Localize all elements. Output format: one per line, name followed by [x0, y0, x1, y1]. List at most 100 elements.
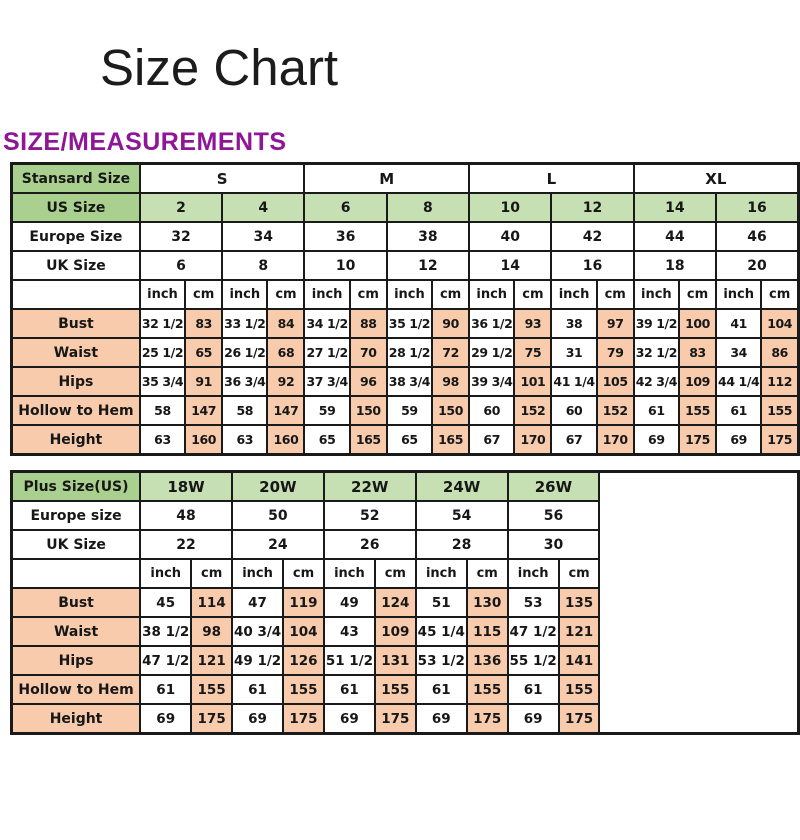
unit-header-cell: inch — [385, 279, 434, 311]
value-cell: 59 — [385, 395, 434, 427]
unit-header-cell: inch — [506, 558, 560, 590]
value-cell: 136 — [465, 645, 509, 677]
row-label-hollow-to-hem: Hollow to Hem — [10, 395, 141, 427]
row-label-stansard-size: Stansard Size — [10, 162, 141, 195]
value-cell: 28 1/2 — [385, 337, 434, 369]
unit-header-cell: inch — [230, 558, 285, 590]
unit-header-cell: inch — [138, 279, 187, 311]
value-cell: 69 — [506, 703, 560, 735]
value-cell: 24 — [230, 529, 325, 561]
value-cell: 160 — [184, 424, 224, 456]
value-cell: 29 1/2 — [468, 337, 516, 369]
row-label-us-size: US Size — [10, 192, 141, 224]
value-cell: 92 — [266, 366, 306, 398]
row-hips: Hips 47 1/2 121 49 1/2 126 51 1/2 131 53 1/2 136… — [10, 645, 799, 677]
value-cell: 175 — [190, 703, 233, 735]
value-cell: 18 — [632, 250, 718, 282]
value-cell: 96 — [348, 366, 388, 398]
value-cell: 41 — [715, 308, 763, 340]
value-cell: 58 — [138, 395, 187, 427]
value-cell: 45 1/4 — [414, 616, 468, 648]
row-units: inch cm inch cm inch cm inch cm inch cm — [10, 558, 799, 590]
value-cell: 75 — [513, 337, 553, 369]
value-cell: 63 — [221, 424, 269, 456]
value-cell: 60 — [468, 395, 516, 427]
value-cell: 39 3/4 — [468, 366, 516, 398]
unit-header-cell: inch — [550, 279, 598, 311]
value-cell: 91 — [184, 366, 224, 398]
unit-header-cell: inch — [468, 279, 516, 311]
value-cell: 34 — [715, 337, 763, 369]
value-cell: 155 — [557, 674, 601, 706]
value-cell: 61 — [632, 395, 681, 427]
value-cell: 124 — [374, 587, 417, 619]
value-cell: 51 1/2 — [322, 645, 377, 677]
size-group-header: 18W — [139, 470, 233, 503]
value-cell: 112 — [760, 366, 800, 398]
value-cell: 131 — [374, 645, 417, 677]
value-cell: 121 — [190, 645, 233, 677]
value-cell: 6 — [138, 250, 224, 282]
value-cell: 16 — [550, 250, 635, 282]
value-cell: 147 — [184, 395, 224, 427]
size-group-header: 24W — [414, 470, 509, 503]
row-label-plus-size-us: Plus Size(US) — [10, 470, 142, 503]
value-cell: 32 — [138, 221, 224, 253]
value-cell: 38 3/4 — [385, 366, 434, 398]
row-uk-size: UK Size 6 8 10 12 14 16 18 20 — [10, 250, 800, 282]
value-cell: 58 — [221, 395, 269, 427]
value-cell: 6 — [303, 192, 388, 224]
row-label-height: Height — [10, 703, 142, 735]
value-cell: 79 — [595, 337, 635, 369]
value-cell: 26 — [322, 529, 417, 561]
value-cell: 42 — [550, 221, 635, 253]
value-cell: 38 — [550, 308, 598, 340]
size-group-header: 20W — [230, 470, 325, 503]
value-cell: 104 — [760, 308, 800, 340]
row-label-bust: Bust — [10, 587, 142, 619]
value-cell: 165 — [348, 424, 388, 456]
size-chart-page: Size Chart SIZE/MEASUREMENTS Stansard Si… — [0, 39, 800, 736]
unit-header-cell: cm — [266, 279, 306, 311]
value-cell: 49 — [322, 587, 377, 619]
row-stansard-size: Stansard Size S M L XL — [10, 162, 800, 195]
empty-corner-cell — [10, 558, 142, 590]
value-cell: 126 — [282, 645, 325, 677]
value-cell: 44 1/4 — [715, 366, 763, 398]
value-cell: 14 — [632, 192, 718, 224]
value-cell: 37 3/4 — [303, 366, 351, 398]
value-cell: 27 1/2 — [303, 337, 351, 369]
value-cell: 155 — [678, 395, 718, 427]
value-cell: 36 1/2 — [468, 308, 516, 340]
value-cell: 52 — [322, 500, 417, 532]
value-cell: 61 — [230, 674, 285, 706]
unit-header-cell: cm — [282, 558, 325, 590]
value-cell: 53 — [506, 587, 560, 619]
value-cell: 53 1/2 — [414, 645, 468, 677]
row-europe-size: Europe size 48 50 52 54 56 — [10, 500, 799, 532]
value-cell: 109 — [374, 616, 417, 648]
value-cell: 114 — [190, 587, 233, 619]
row-label-hips: Hips — [10, 645, 142, 677]
value-cell: 68 — [266, 337, 306, 369]
value-cell: 35 3/4 — [138, 366, 187, 398]
value-cell: 69 — [139, 703, 193, 735]
unit-header-cell: inch — [414, 558, 468, 590]
unit-header-cell: inch — [303, 279, 351, 311]
value-cell: 84 — [266, 308, 306, 340]
row-hips: Hips 35 3/4 91 36 3/4 92 37 3/4 96 38 3/4 98 39 3… — [10, 366, 800, 398]
unit-header-cell: inch — [715, 279, 763, 311]
unit-header-cell: cm — [595, 279, 635, 311]
value-cell: 34 — [221, 221, 306, 253]
value-cell: 170 — [513, 424, 553, 456]
row-label-europe-size: Europe size — [10, 500, 142, 532]
value-cell: 25 1/2 — [138, 337, 187, 369]
value-cell: 31 — [550, 337, 598, 369]
row-label-europe-size: Europe Size — [10, 221, 141, 253]
size-group-header: 22W — [322, 470, 417, 503]
value-cell: 97 — [595, 308, 635, 340]
value-cell: 47 1/2 — [139, 645, 193, 677]
value-cell: 36 — [303, 221, 388, 253]
value-cell: 67 — [468, 424, 516, 456]
value-cell: 61 — [414, 674, 468, 706]
